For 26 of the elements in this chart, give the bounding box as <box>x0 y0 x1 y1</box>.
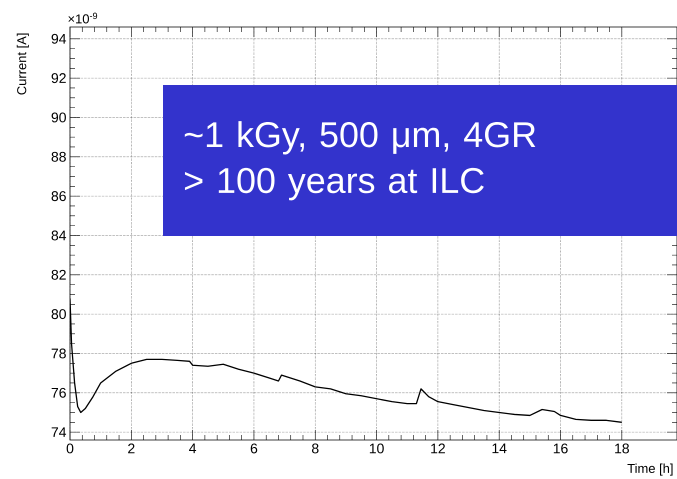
y-tick-label: 76 <box>52 388 66 398</box>
x-tick-label: 16 <box>554 444 568 454</box>
x-tick-label: 8 <box>312 444 319 454</box>
x-tick-label: 0 <box>66 444 74 454</box>
x-tick-label: 4 <box>189 444 196 454</box>
y-tick-label: 80 <box>52 309 66 320</box>
x-tick-label: 2 <box>128 444 134 454</box>
x-tick-label: 18 <box>615 444 629 454</box>
y-tick-label: 92 <box>52 73 66 84</box>
y-tick-label: 78 <box>52 348 66 358</box>
y-tick-label: 86 <box>52 191 66 202</box>
y-tick-label: 88 <box>52 152 66 162</box>
annotation: ~1 kGy, 500 μm, 4GR <box>184 121 536 154</box>
x-tick-label: 14 <box>492 444 507 454</box>
y-tick-label: 82 <box>52 270 66 280</box>
x-tick-label: 10 <box>370 444 384 454</box>
y-tick-label: 94 <box>52 34 66 44</box>
y-tick-label: 84 <box>52 230 66 240</box>
y-tick-label: 74 <box>52 427 66 437</box>
x-tick-label: 6 <box>250 444 258 454</box>
x-axis-title: Time [h] <box>627 464 673 476</box>
annotation: > 100 years at ILC <box>184 168 484 200</box>
y-axis-title: Current [A] <box>16 34 29 95</box>
y-tick-label: 90 <box>52 112 66 122</box>
x-tick-label: 12 <box>431 444 445 454</box>
text: ×10$^{-9}$ <box>68 12 98 24</box>
